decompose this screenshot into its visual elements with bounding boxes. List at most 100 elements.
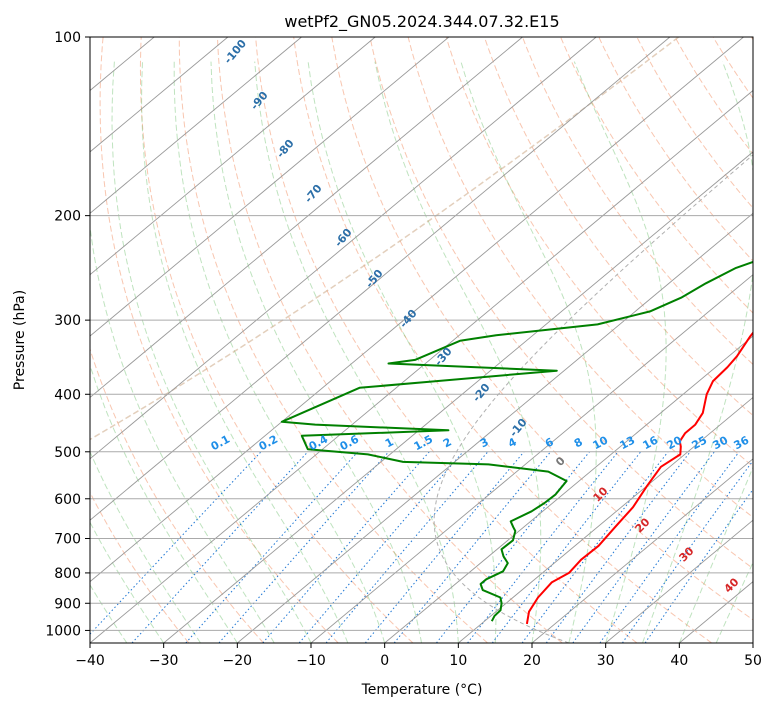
isobars <box>90 37 753 631</box>
mixing-ratio-line <box>621 459 753 643</box>
isotherm-line <box>90 37 671 521</box>
y-tick-label: 700 <box>54 532 81 548</box>
moist-adiabat-line <box>642 61 753 643</box>
moist-adiabat-line <box>678 466 753 643</box>
temperature-profile <box>525 331 753 625</box>
moist-adiabat-line <box>307 61 497 643</box>
mixing-ratio-label: 16 <box>641 433 661 452</box>
mixing-ratio-line <box>521 451 669 643</box>
isotherm-line <box>237 212 753 643</box>
dry-adiabats <box>90 37 753 643</box>
chart-title: wetPf2_GN05.2024.344.07.32.E15 <box>284 12 559 32</box>
dry-adiabat-line <box>139 37 414 643</box>
y-axis-label: Pressure (hPa) <box>12 290 28 390</box>
plot-area: 0.1 0.2 0.4 0.6 1 1.5 2 3 4 6 8 10 13 16 20 25 30 36-100-… <box>90 37 753 643</box>
moist-adiabat-line <box>111 61 312 643</box>
isotherm-line <box>90 37 229 153</box>
dry-adiabat-line <box>99 37 339 643</box>
lifting-curve-line <box>433 154 753 643</box>
isotherm-line <box>90 37 597 460</box>
y-tick-label: 500 <box>54 445 81 461</box>
mixing-ratio-line <box>218 451 390 643</box>
x-axis: −40 −30 −20 −10 0 10 20 30 40 50 <box>75 643 762 669</box>
moist-adiabat-line <box>90 450 201 643</box>
isotherm-line <box>90 37 450 337</box>
y-axis: 100 200 300 400 500 600 700 800 900 1000 <box>45 30 90 639</box>
moist-adiabat-line <box>254 61 459 643</box>
y-tick-label: 300 <box>54 313 81 329</box>
x-tick-label: 20 <box>523 653 541 669</box>
isotherm-line <box>90 89 753 643</box>
mixing-ratio-line <box>364 451 525 643</box>
moist-adiabat-line <box>374 61 542 643</box>
mixing-ratio-line <box>572 451 715 643</box>
mixing-ratio-line <box>599 451 740 643</box>
mixing-ratio-label: 30 <box>711 433 731 452</box>
lifting-curve <box>433 154 753 643</box>
isotherm-line <box>458 396 753 643</box>
x-tick-label: −10 <box>296 653 326 669</box>
x-tick-label: 50 <box>744 653 762 669</box>
x-tick-label: −30 <box>149 653 179 669</box>
mixing-ratio-label: 36 <box>732 433 752 452</box>
y-tick-label: 600 <box>54 492 81 508</box>
x-tick-label: 40 <box>670 653 688 669</box>
moist-adiabat-line <box>141 61 349 643</box>
moist-adiabat-line <box>460 61 597 643</box>
dry-adiabat-line <box>445 37 753 468</box>
moist-adiabat-line <box>90 521 165 643</box>
isotherm-line <box>310 274 753 643</box>
mixing-ratio-line <box>545 451 691 643</box>
x-tick-label: 0 <box>380 653 389 669</box>
x-tick-label: −40 <box>75 653 105 669</box>
dry-adiabat-line <box>522 37 753 366</box>
y-tick-label: 200 <box>54 209 81 225</box>
y-tick-label: 800 <box>54 566 81 582</box>
dry-adiabat-line <box>255 37 638 643</box>
isotherm-line <box>90 37 376 276</box>
mixing-ratio-label: 10 <box>591 433 611 452</box>
dry-adiabat-line <box>293 37 712 643</box>
mixing-ratio-line <box>325 451 489 643</box>
isotherm-line <box>90 37 302 214</box>
dry-adiabat-line <box>369 37 753 570</box>
dry-adiabat-line <box>674 37 753 155</box>
dry-adiabat-line <box>90 347 264 643</box>
y-tick-label: 1000 <box>45 623 81 639</box>
profile-series <box>280 260 753 625</box>
y-tick-label: 900 <box>54 596 81 612</box>
moist-adiabat-line <box>90 363 238 643</box>
mixing-ratio-line <box>185 451 359 643</box>
isotherm-line <box>163 151 753 643</box>
mixing-ratio-label: 20 <box>665 433 685 452</box>
skewed-isotherms <box>90 37 753 643</box>
mixing-ratio-line <box>393 451 551 643</box>
plot-frame <box>89 36 754 644</box>
moist-adiabat-line <box>90 583 128 643</box>
isotherm-line <box>90 37 744 583</box>
moist-adiabat-line <box>90 223 275 643</box>
moist-adiabat-line <box>715 561 753 643</box>
moist-adiabat-line <box>210 61 422 643</box>
mixing-ratio-line <box>644 488 753 643</box>
isotherm-line <box>605 519 753 643</box>
isotherm-line <box>90 37 523 399</box>
dry-adiabat-line <box>407 37 753 518</box>
mixing-ratio-lines <box>90 451 753 643</box>
x-tick-label: 10 <box>449 653 467 669</box>
dry-adiabat-line <box>331 37 753 621</box>
mixing-ratio-label: 25 <box>690 434 710 453</box>
mixing-ratio-label: 13 <box>618 434 638 453</box>
moist-adiabats <box>90 37 753 643</box>
isotherm-line <box>531 458 753 643</box>
y-tick-label: 100 <box>54 30 81 46</box>
x-tick-label: −20 <box>223 653 253 669</box>
mixing-ratio-line <box>90 451 262 635</box>
dewpoint-profile <box>280 260 753 622</box>
dry-reference-curve <box>90 37 680 441</box>
dry-adiabat-line <box>560 37 753 314</box>
x-tick-label: 30 <box>597 653 615 669</box>
y-tick-label: 400 <box>54 387 81 403</box>
